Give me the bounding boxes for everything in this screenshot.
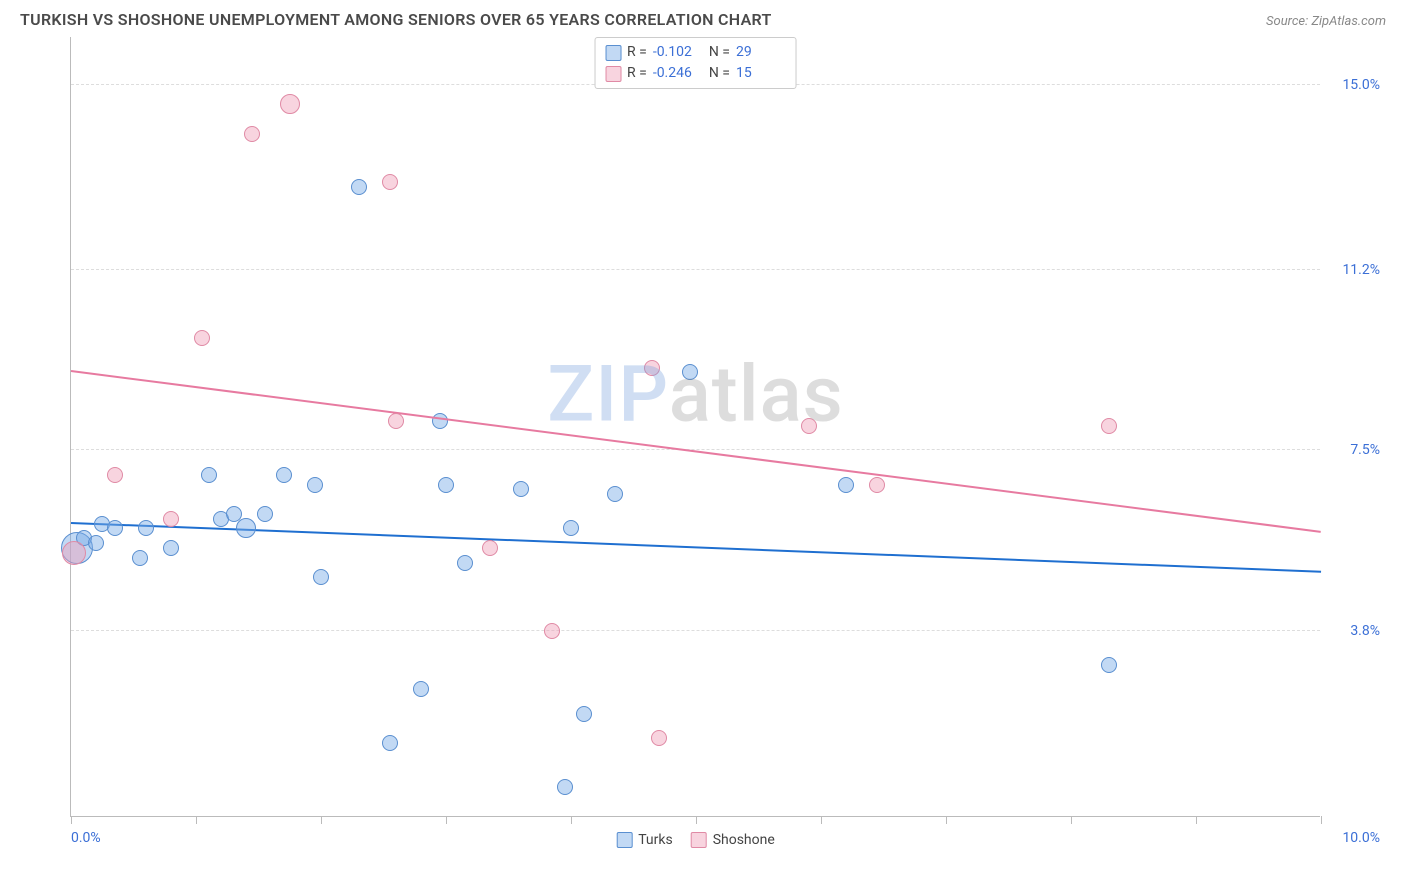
legend-swatch xyxy=(616,832,632,848)
scatter-point xyxy=(1101,657,1117,673)
y-tick-label: 7.5% xyxy=(1350,442,1380,458)
source-prefix: Source: xyxy=(1266,14,1311,29)
scatter-point xyxy=(563,520,579,536)
scatter-point xyxy=(382,174,398,190)
x-tick xyxy=(446,816,447,824)
r-label: R = xyxy=(627,42,647,63)
scatter-point xyxy=(513,481,529,497)
scatter-point xyxy=(682,364,698,380)
x-tick xyxy=(196,816,197,824)
legend-swatch xyxy=(605,66,621,82)
n-label: N = xyxy=(709,42,730,63)
scatter-point xyxy=(838,477,854,493)
r-value: -0.102 xyxy=(653,42,703,63)
x-tick xyxy=(696,816,697,824)
watermark-atlas: atlas xyxy=(669,350,844,441)
scatter-point xyxy=(244,126,260,142)
scatter-point xyxy=(557,779,573,795)
scatter-point xyxy=(413,681,429,697)
correlation-legend-row: R = -0.102 N = 29 xyxy=(605,42,786,63)
scatter-point xyxy=(138,520,154,536)
x-max-label: 10.0% xyxy=(1342,830,1380,846)
scatter-point xyxy=(388,413,404,429)
x-tick xyxy=(1321,816,1322,824)
scatter-point xyxy=(107,467,123,483)
scatter-point xyxy=(280,94,300,114)
scatter-point xyxy=(257,506,273,522)
series-legend: Turks Shoshone xyxy=(616,832,775,848)
x-tick xyxy=(946,816,947,824)
scatter-point xyxy=(801,418,817,434)
series-legend-label: Turks xyxy=(638,832,673,848)
scatter-point xyxy=(432,413,448,429)
scatter-point xyxy=(307,477,323,493)
x-tick xyxy=(71,816,72,824)
regression-line xyxy=(71,522,1321,573)
scatter-point xyxy=(644,360,660,376)
scatter-point xyxy=(382,735,398,751)
scatter-point xyxy=(107,520,123,536)
scatter-point xyxy=(869,477,885,493)
legend-swatch xyxy=(605,45,621,61)
series-legend-item: Shoshone xyxy=(691,832,775,848)
legend-swatch xyxy=(691,832,707,848)
x-tick xyxy=(1196,816,1197,824)
scatter-point xyxy=(88,535,104,551)
x-tick xyxy=(321,816,322,824)
x-tick xyxy=(1071,816,1072,824)
scatter-point xyxy=(651,730,667,746)
gridline xyxy=(71,630,1320,631)
chart-title: TURKISH VS SHOSHONE UNEMPLOYMENT AMONG S… xyxy=(20,10,772,29)
chart-source: Source: ZipAtlas.com xyxy=(1266,14,1386,29)
scatter-point xyxy=(236,518,256,538)
x-tick xyxy=(821,816,822,824)
x-min-label: 0.0% xyxy=(71,830,101,846)
x-tick xyxy=(571,816,572,824)
scatter-point xyxy=(163,540,179,556)
correlation-legend: R = -0.102 N = 29 R = -0.246 N = 15 xyxy=(594,37,797,89)
chart-header: TURKISH VS SHOSHONE UNEMPLOYMENT AMONG S… xyxy=(0,0,1406,37)
scatter-point xyxy=(438,477,454,493)
scatter-point xyxy=(313,569,329,585)
correlation-legend-row: R = -0.246 N = 15 xyxy=(605,63,786,84)
scatter-point xyxy=(1101,418,1117,434)
r-label: R = xyxy=(627,63,647,84)
y-tick-label: 15.0% xyxy=(1342,77,1380,93)
source-name: ZipAtlas.com xyxy=(1311,14,1386,29)
scatter-point xyxy=(276,467,292,483)
n-value: 29 xyxy=(736,42,786,63)
scatter-point xyxy=(482,540,498,556)
watermark: ZIPatlas xyxy=(547,350,844,441)
n-label: N = xyxy=(709,63,730,84)
series-legend-item: Turks xyxy=(616,832,673,848)
y-tick-label: 3.8% xyxy=(1350,623,1380,639)
gridline xyxy=(71,269,1320,270)
n-value: 15 xyxy=(736,63,786,84)
scatter-point xyxy=(132,550,148,566)
r-value: -0.246 xyxy=(653,63,703,84)
plot-region: ZIPatlas R =-0.102N =29R =-0.246N =15 Tu… xyxy=(70,37,1320,817)
scatter-point xyxy=(457,555,473,571)
scatter-point xyxy=(544,623,560,639)
scatter-point xyxy=(607,486,623,502)
scatter-point xyxy=(201,467,217,483)
scatter-point xyxy=(163,511,179,527)
scatter-point xyxy=(194,330,210,346)
series-legend-label: Shoshone xyxy=(713,832,775,848)
scatter-point xyxy=(62,541,86,565)
scatter-point xyxy=(351,179,367,195)
y-tick-label: 11.2% xyxy=(1342,262,1380,278)
scatter-point xyxy=(576,706,592,722)
